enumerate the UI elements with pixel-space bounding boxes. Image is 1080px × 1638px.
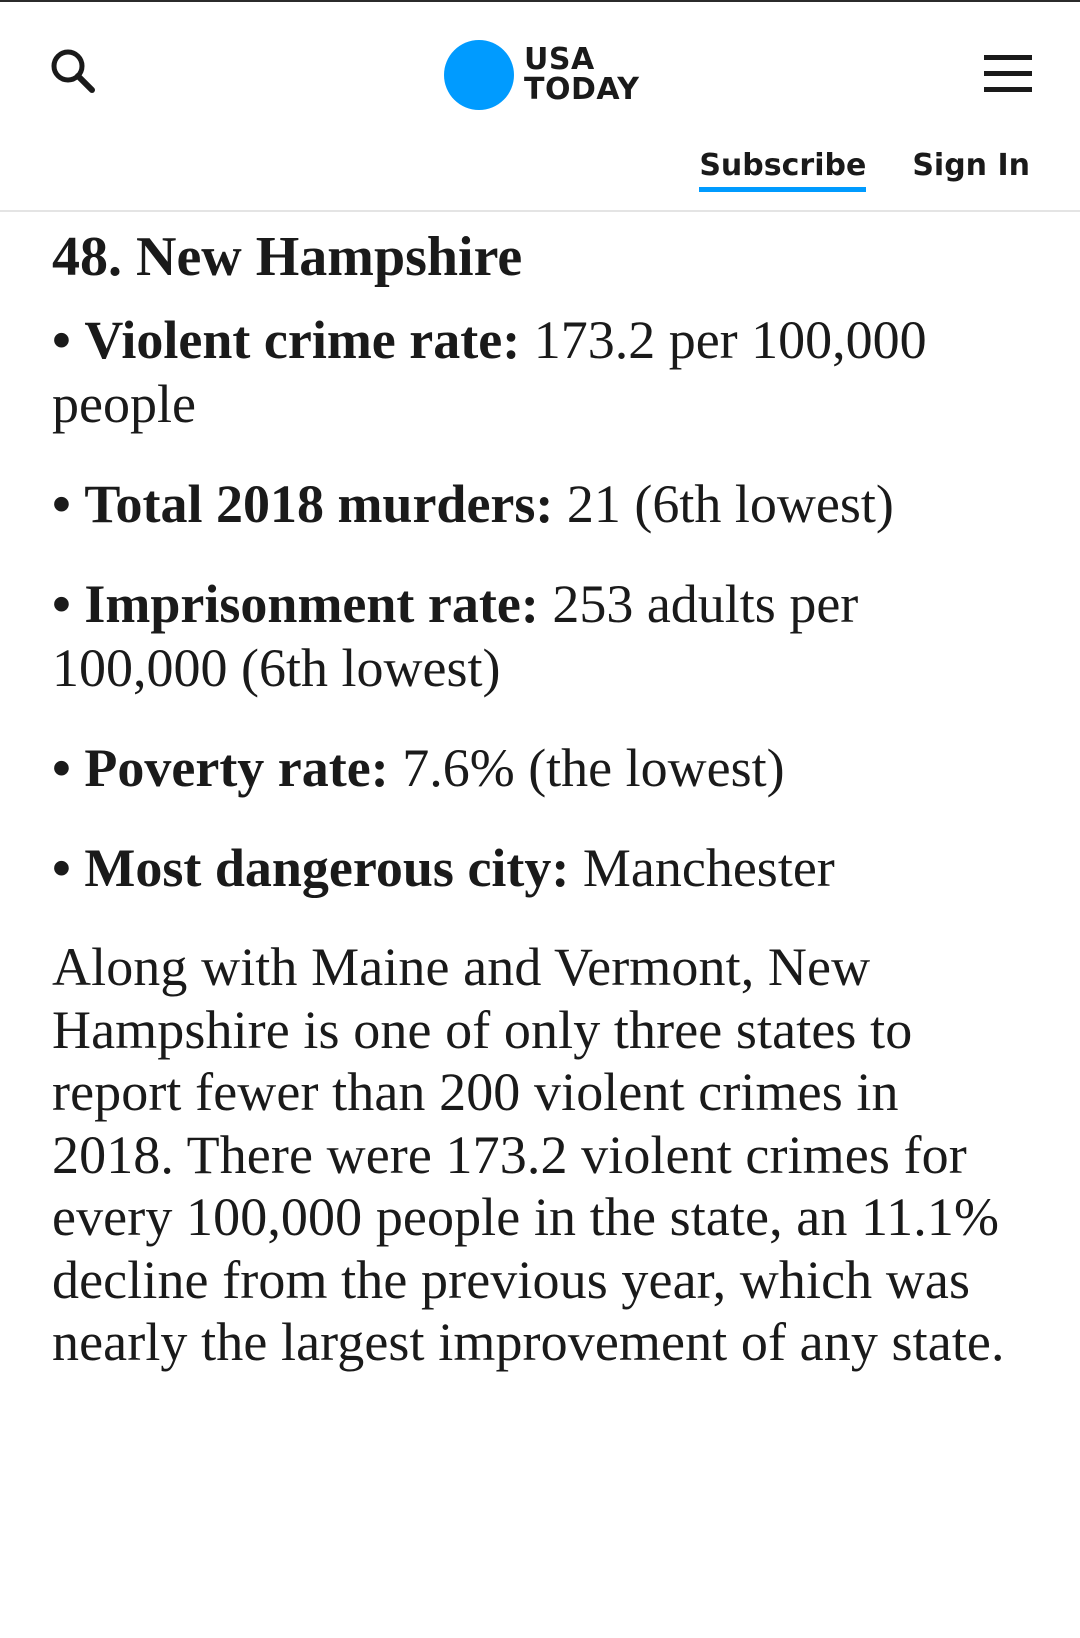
fact-total-murders: • Total 2018 murders: 21 (6th lowest) <box>52 472 1032 536</box>
fact-label: Imprisonment rate: <box>84 574 539 634</box>
bullet: • <box>52 838 71 898</box>
logo-circle <box>444 40 514 110</box>
logo-wordmark: USA TODAY <box>524 45 639 105</box>
logo-line-1: USA <box>524 42 595 77</box>
fact-violent-crime-rate: • Violent crime rate: 173.2 per 100,000 … <box>52 308 1032 436</box>
fact-imprisonment-rate: • Imprisonment rate: 253 adults per 100,… <box>52 572 1032 700</box>
bullet: • <box>52 474 71 534</box>
site-header: USA TODAY Subscribe Sign In <box>0 2 1080 212</box>
facts-list: • Violent crime rate: 173.2 per 100,000 … <box>52 308 1032 900</box>
top-border <box>0 0 1080 2</box>
hamburger-menu-icon <box>984 55 1032 92</box>
menu-button[interactable] <box>982 50 1034 96</box>
article-body: 48. New Hampshire • Violent crime rate: … <box>52 222 1032 1374</box>
fact-value: Manchester <box>582 838 835 898</box>
fact-value: 253 adults per 100,000 (6th lowest) <box>52 574 859 698</box>
fact-value: 21 (6th lowest) <box>566 474 894 534</box>
fact-value: 173.2 per 100,000 people <box>52 310 927 434</box>
fact-value: 7.6% (the lowest) <box>402 738 785 798</box>
bullet: • <box>52 738 71 798</box>
subscribe-link[interactable]: Subscribe <box>699 148 867 192</box>
auth-links: Subscribe Sign In <box>699 148 1030 192</box>
search-icon <box>51 49 95 93</box>
fact-poverty-rate: • Poverty rate: 7.6% (the lowest) <box>52 736 1032 800</box>
fact-label: Violent crime rate: <box>84 310 521 370</box>
fact-label: Most dangerous city: <box>84 838 570 898</box>
bullet: • <box>52 574 71 634</box>
sign-in-link[interactable]: Sign In <box>912 148 1030 183</box>
fact-label: Total 2018 murders: <box>84 474 554 534</box>
bullet: • <box>52 310 71 370</box>
fact-label: Poverty rate: <box>84 738 389 798</box>
article-heading: 48. New Hampshire <box>52 226 523 288</box>
article-paragraph: Along with Maine and Vermont, New Hampsh… <box>52 937 1005 1372</box>
logo-line-2: TODAY <box>524 72 640 107</box>
fact-most-dangerous-city: • Most dangerous city: Manchester <box>52 836 1032 900</box>
usa-today-logo[interactable]: USA TODAY <box>444 39 639 111</box>
search-button[interactable] <box>48 46 100 98</box>
